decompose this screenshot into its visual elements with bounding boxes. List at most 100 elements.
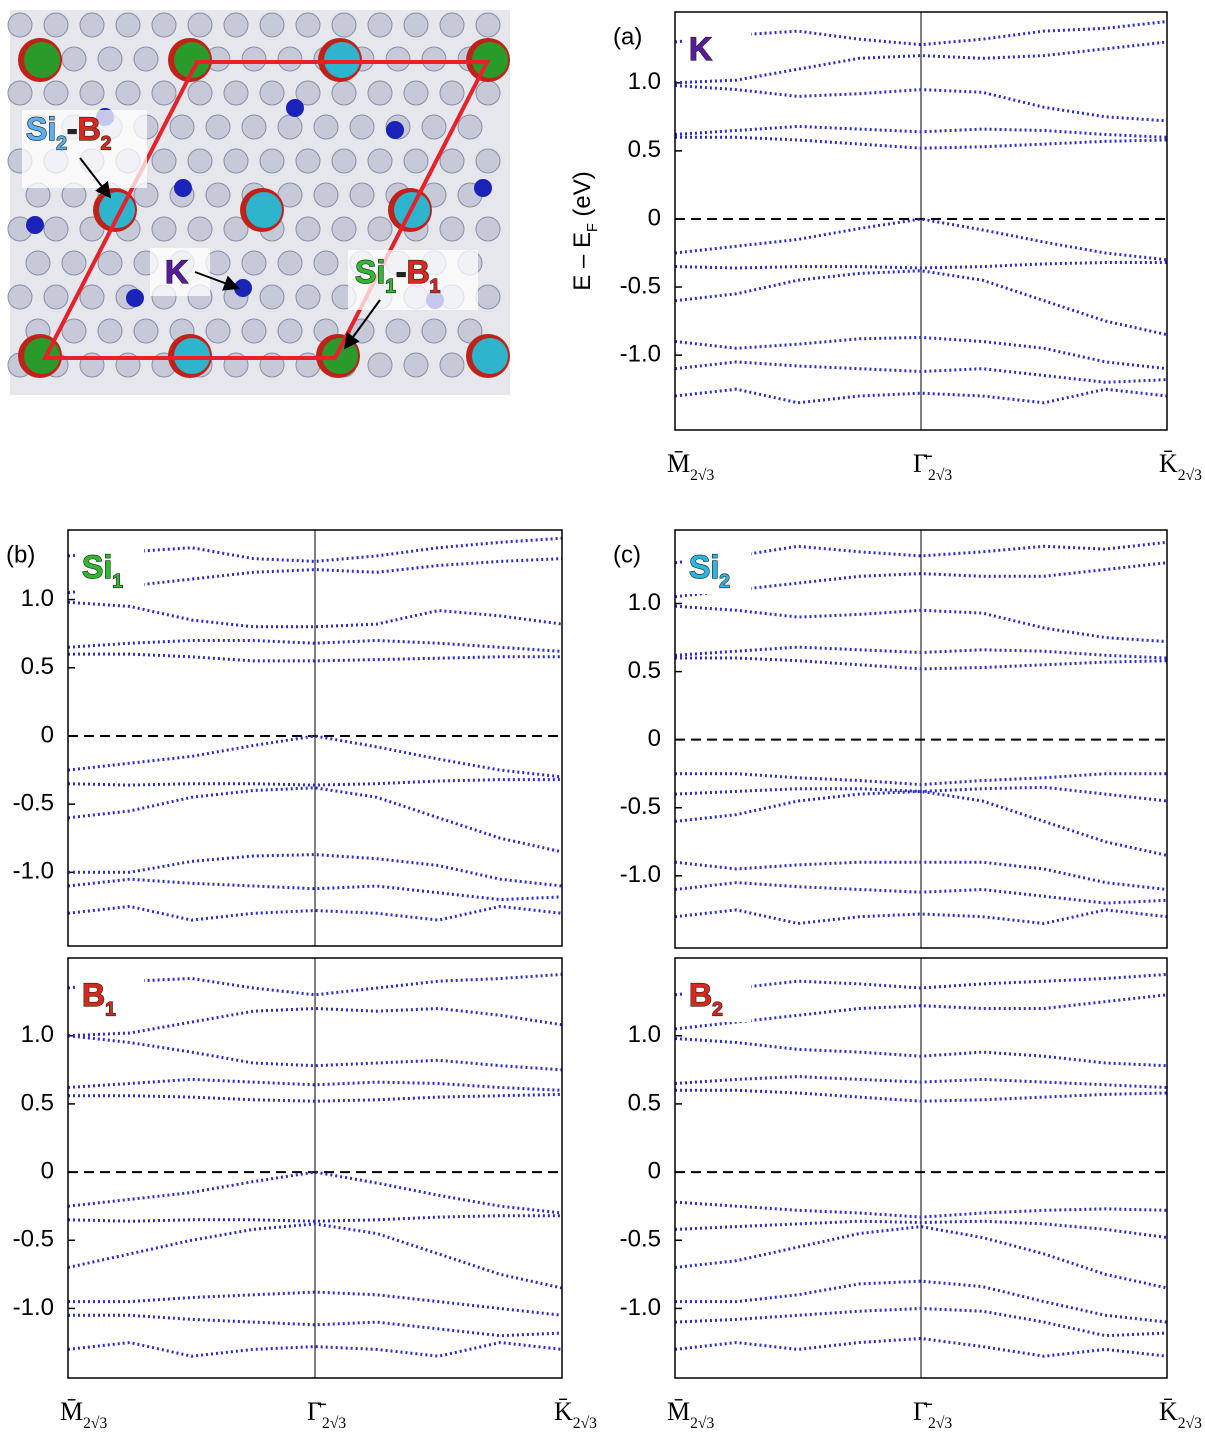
band bbox=[675, 84, 1167, 123]
si-atom bbox=[403, 12, 429, 38]
subscript: 2 bbox=[56, 134, 67, 155]
panel-annotation: K bbox=[689, 31, 712, 67]
structure-label: Si1-B1 bbox=[355, 254, 441, 298]
y-tick-label: 0.5 bbox=[628, 657, 661, 684]
subscript: 1 bbox=[112, 572, 123, 593]
si-atom bbox=[133, 46, 159, 72]
si-atom bbox=[97, 318, 123, 344]
si-atom bbox=[313, 182, 339, 208]
si-atom bbox=[439, 148, 465, 174]
si-atom bbox=[277, 318, 303, 344]
si-atom bbox=[241, 114, 267, 140]
si-atom bbox=[151, 216, 177, 242]
si-atom bbox=[475, 80, 501, 106]
si-atom bbox=[313, 250, 339, 276]
k-atom bbox=[474, 179, 492, 197]
band bbox=[675, 1219, 1167, 1239]
si-atom bbox=[385, 318, 411, 344]
si-atom bbox=[331, 216, 357, 242]
text-part: Si bbox=[26, 111, 56, 147]
band bbox=[675, 604, 1167, 644]
label-box bbox=[22, 110, 147, 188]
panel-label: (a) bbox=[613, 23, 642, 50]
si-atom bbox=[295, 12, 321, 38]
x-tick-label: Γ̄2√3 bbox=[913, 449, 952, 484]
si-atom bbox=[151, 148, 177, 174]
bands bbox=[68, 972, 562, 1358]
y-tick-label: 0 bbox=[648, 725, 661, 752]
annotation-box bbox=[76, 538, 144, 594]
y-tick-label: -1.0 bbox=[13, 1294, 54, 1321]
text-part: - bbox=[396, 254, 407, 290]
si-atom bbox=[295, 148, 321, 174]
si-atom bbox=[367, 148, 393, 174]
si-atom bbox=[259, 12, 285, 38]
si-atom bbox=[295, 284, 321, 310]
si-atom bbox=[421, 114, 447, 140]
si-atom bbox=[241, 250, 267, 276]
x-tick-label: K̄2√3 bbox=[1159, 1397, 1202, 1432]
si-atom bbox=[205, 114, 231, 140]
band bbox=[68, 1214, 562, 1223]
subscript: 1 bbox=[430, 277, 441, 298]
text-part: E – E bbox=[569, 232, 596, 291]
unit-cell bbox=[41, 60, 491, 360]
panel-annotation: Si1 bbox=[82, 549, 123, 593]
si-adatom bbox=[24, 42, 60, 78]
k-atom bbox=[174, 179, 192, 197]
band bbox=[68, 1170, 562, 1215]
text-part: K̄ bbox=[1159, 1397, 1178, 1426]
panel-frame bbox=[674, 957, 1168, 1379]
x-tick-label: M̄2√3 bbox=[667, 1397, 714, 1432]
text-part: Si bbox=[689, 549, 719, 585]
subscript: 2√3 bbox=[322, 1415, 346, 1432]
band bbox=[675, 217, 1167, 262]
band bbox=[675, 645, 1167, 660]
text-part: K bbox=[689, 31, 712, 67]
si-atom bbox=[385, 46, 411, 72]
band bbox=[675, 135, 1167, 150]
text-part: M̄ bbox=[667, 1397, 690, 1426]
band bbox=[68, 1340, 562, 1358]
text-part: Si bbox=[355, 254, 385, 290]
si-atom bbox=[331, 12, 357, 38]
si-atom bbox=[25, 250, 51, 276]
y-tick-label: -0.5 bbox=[620, 1226, 661, 1253]
subscript: 2√3 bbox=[83, 1415, 107, 1432]
band bbox=[675, 881, 1167, 905]
k-atom bbox=[126, 289, 144, 307]
si-atom bbox=[7, 80, 33, 106]
subscript: 2√3 bbox=[928, 467, 952, 484]
label-box bbox=[348, 250, 478, 310]
si-atom bbox=[61, 46, 87, 72]
y-tick-label: 1.0 bbox=[21, 1021, 54, 1048]
si-atom bbox=[79, 284, 105, 310]
subscript: 1 bbox=[105, 1000, 116, 1021]
x-tick-label: K̄2√3 bbox=[1159, 449, 1202, 484]
si-atom bbox=[43, 284, 69, 310]
text-part: - bbox=[67, 111, 78, 147]
x-tick-label: K̄2√3 bbox=[554, 1397, 597, 1432]
text-part: Γ̄ bbox=[307, 1397, 326, 1426]
si-adatom bbox=[246, 192, 282, 228]
annotation-box bbox=[683, 538, 751, 594]
subscript: 2√3 bbox=[690, 467, 714, 484]
si-atom bbox=[475, 284, 501, 310]
si-atom bbox=[475, 148, 501, 174]
si-atom bbox=[223, 216, 249, 242]
si-atom bbox=[43, 12, 69, 38]
panel-frame bbox=[67, 957, 563, 1379]
text-part: B bbox=[82, 977, 105, 1013]
si-atom bbox=[403, 352, 429, 378]
si-atom bbox=[475, 12, 501, 38]
band bbox=[68, 904, 562, 922]
band bbox=[68, 1222, 562, 1290]
band bbox=[675, 261, 1167, 270]
y-tick-label: 1.0 bbox=[628, 1021, 661, 1048]
band bbox=[675, 993, 1167, 1031]
y-tick-label: -0.5 bbox=[620, 793, 661, 820]
bands bbox=[675, 972, 1167, 1358]
y-tick-label: 0 bbox=[41, 1157, 54, 1184]
band bbox=[675, 860, 1167, 891]
si-atom bbox=[97, 46, 123, 72]
